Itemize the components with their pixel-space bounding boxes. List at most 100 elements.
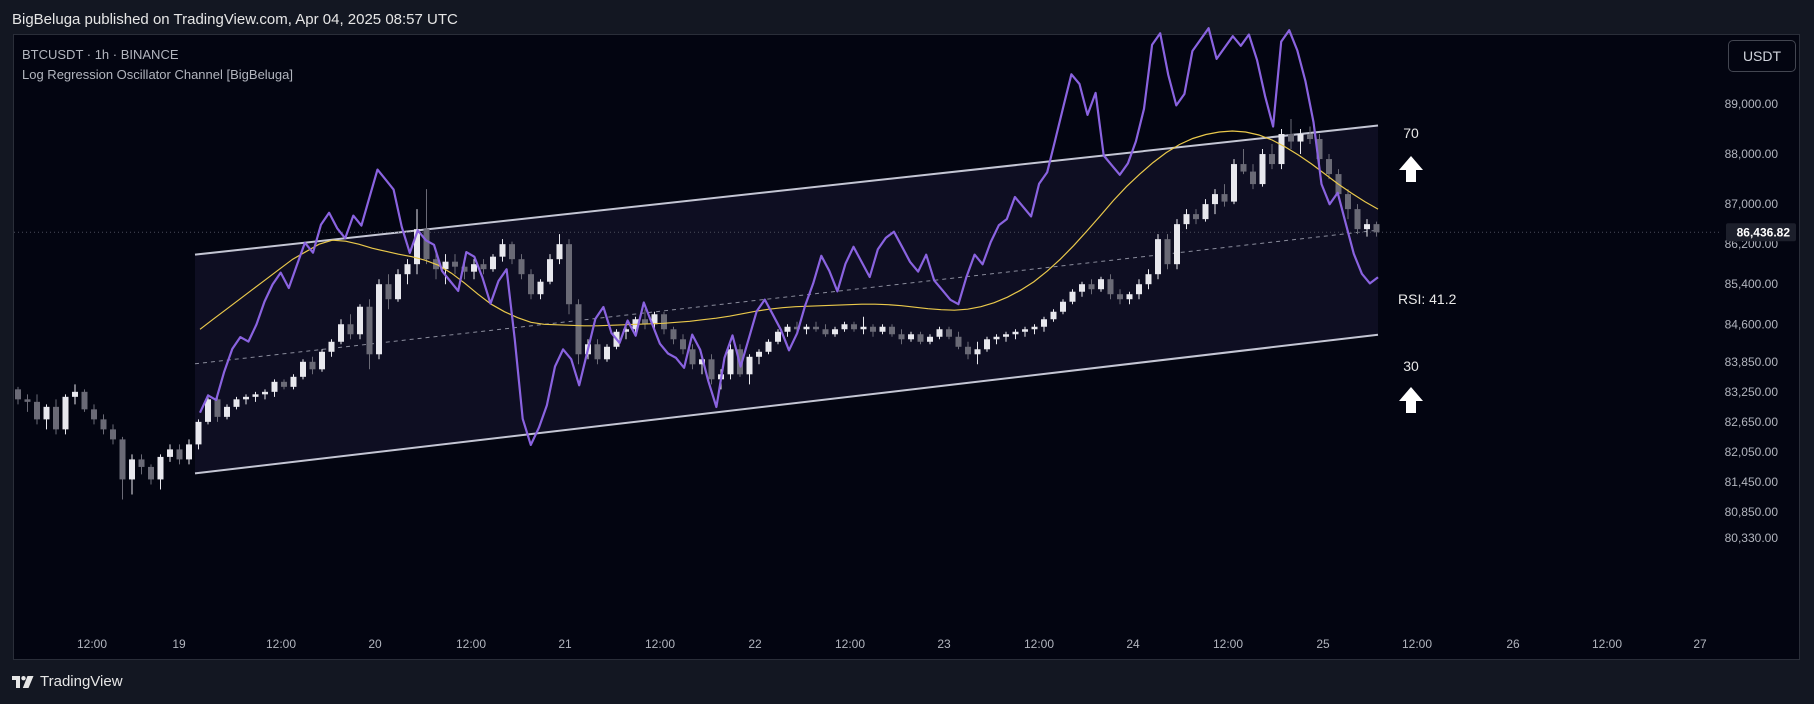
candle: [813, 321, 819, 332]
candle-body: [72, 391, 78, 397]
candle-body: [1174, 224, 1180, 265]
candle-body: [1326, 159, 1332, 175]
symbol-title[interactable]: BTCUSDT · 1h · BINANCE: [22, 47, 179, 62]
candle-body: [1050, 311, 1057, 320]
candle-body: [594, 344, 601, 360]
candle: [1240, 149, 1247, 175]
channel-fill: [195, 125, 1378, 474]
candle: [252, 391, 259, 402]
candle: [1259, 149, 1266, 187]
candle: [1050, 309, 1057, 322]
candle-body: [480, 264, 487, 270]
candle: [784, 324, 791, 337]
candle: [148, 464, 154, 485]
candle-body: [1069, 291, 1076, 302]
candle: [689, 344, 696, 370]
candle-body: [110, 429, 116, 440]
candle: [91, 404, 97, 425]
price-tick-label: 85,400.00: [1725, 277, 1779, 291]
currency-button[interactable]: USDT: [1728, 40, 1796, 72]
candle: [1364, 219, 1370, 237]
candle: [1212, 189, 1218, 215]
time-tick-label: 12:00: [835, 637, 865, 651]
candle-body: [262, 391, 268, 395]
candle: [1297, 129, 1304, 155]
candle-body: [566, 244, 572, 305]
time-tick-label: 23: [937, 637, 951, 651]
candle-body: [898, 334, 905, 340]
candle: [1202, 199, 1209, 222]
tradingview-brand[interactable]: TradingView: [12, 673, 123, 690]
candle: [1174, 219, 1180, 270]
candle: [946, 326, 952, 340]
candle-body: [860, 326, 867, 330]
last-price-badge: [1726, 223, 1796, 242]
candle: [1250, 164, 1256, 190]
candle: [262, 389, 268, 400]
time-tick-label: 26: [1506, 637, 1520, 651]
candle-body: [661, 314, 667, 330]
candle-body: [15, 389, 21, 400]
moving-average-line: [199, 130, 1379, 330]
candle-body: [765, 341, 772, 352]
candle: [1126, 291, 1133, 305]
candle-body: [993, 336, 1000, 340]
price-tick-label: 82,650.00: [1725, 415, 1779, 429]
candle-body: [1202, 204, 1209, 220]
candle: [15, 386, 21, 405]
candle-body: [623, 329, 629, 332]
candle-body: [537, 281, 544, 295]
candle: [328, 339, 335, 357]
price-tick-label: 88,000.00: [1725, 147, 1779, 161]
indicator-title[interactable]: Log Regression Oscillator Channel [BigBe…: [22, 67, 293, 82]
candle: [290, 374, 297, 390]
candle: [566, 239, 572, 315]
candle: [423, 189, 430, 265]
candle: [1022, 326, 1028, 337]
candle-body: [24, 399, 31, 402]
candle: [1193, 209, 1199, 225]
candle-body: [290, 376, 297, 387]
candle-body: [281, 381, 287, 387]
candle: [1136, 279, 1142, 300]
candle-body: [91, 409, 97, 420]
candle-body: [1250, 171, 1256, 185]
candle: [271, 379, 278, 397]
candle-body: [224, 406, 230, 417]
candle-body: [528, 274, 534, 295]
candle: [1183, 209, 1190, 230]
candle: [1221, 184, 1228, 207]
candle: [205, 394, 211, 425]
candle: [908, 331, 914, 342]
candle-body: [461, 266, 468, 272]
candle-body: [1098, 279, 1104, 290]
candle-body: [1240, 164, 1247, 172]
channel-upper-line: [194, 124, 1379, 256]
candle: [1060, 299, 1066, 315]
publish-info: BigBeluga published on TradingView.com, …: [12, 11, 458, 28]
candle-body: [442, 261, 449, 270]
candle: [490, 254, 496, 272]
candle-body: [148, 466, 154, 480]
candle-body: [1278, 134, 1285, 165]
candle-body: [1155, 239, 1161, 275]
rsi-upper-level-label: 70: [1403, 125, 1419, 141]
candle-body: [205, 399, 211, 422]
candle-body: [1088, 284, 1095, 290]
candle: [243, 394, 249, 405]
candle: [1041, 316, 1047, 332]
candle-body: [984, 339, 990, 350]
candle: [1003, 331, 1009, 342]
time-tick-label: 12:00: [645, 637, 675, 651]
candle-body: [252, 394, 259, 397]
candle: [860, 316, 867, 335]
rsi-value-label: RSI: 41.2: [1398, 291, 1457, 307]
price-tick-label: 80,330.00: [1725, 531, 1779, 545]
candle-body: [1183, 214, 1190, 225]
candle: [499, 239, 506, 262]
candle-body: [1003, 334, 1009, 337]
candle: [746, 354, 753, 385]
candle-body: [53, 406, 59, 430]
candle: [775, 329, 781, 345]
